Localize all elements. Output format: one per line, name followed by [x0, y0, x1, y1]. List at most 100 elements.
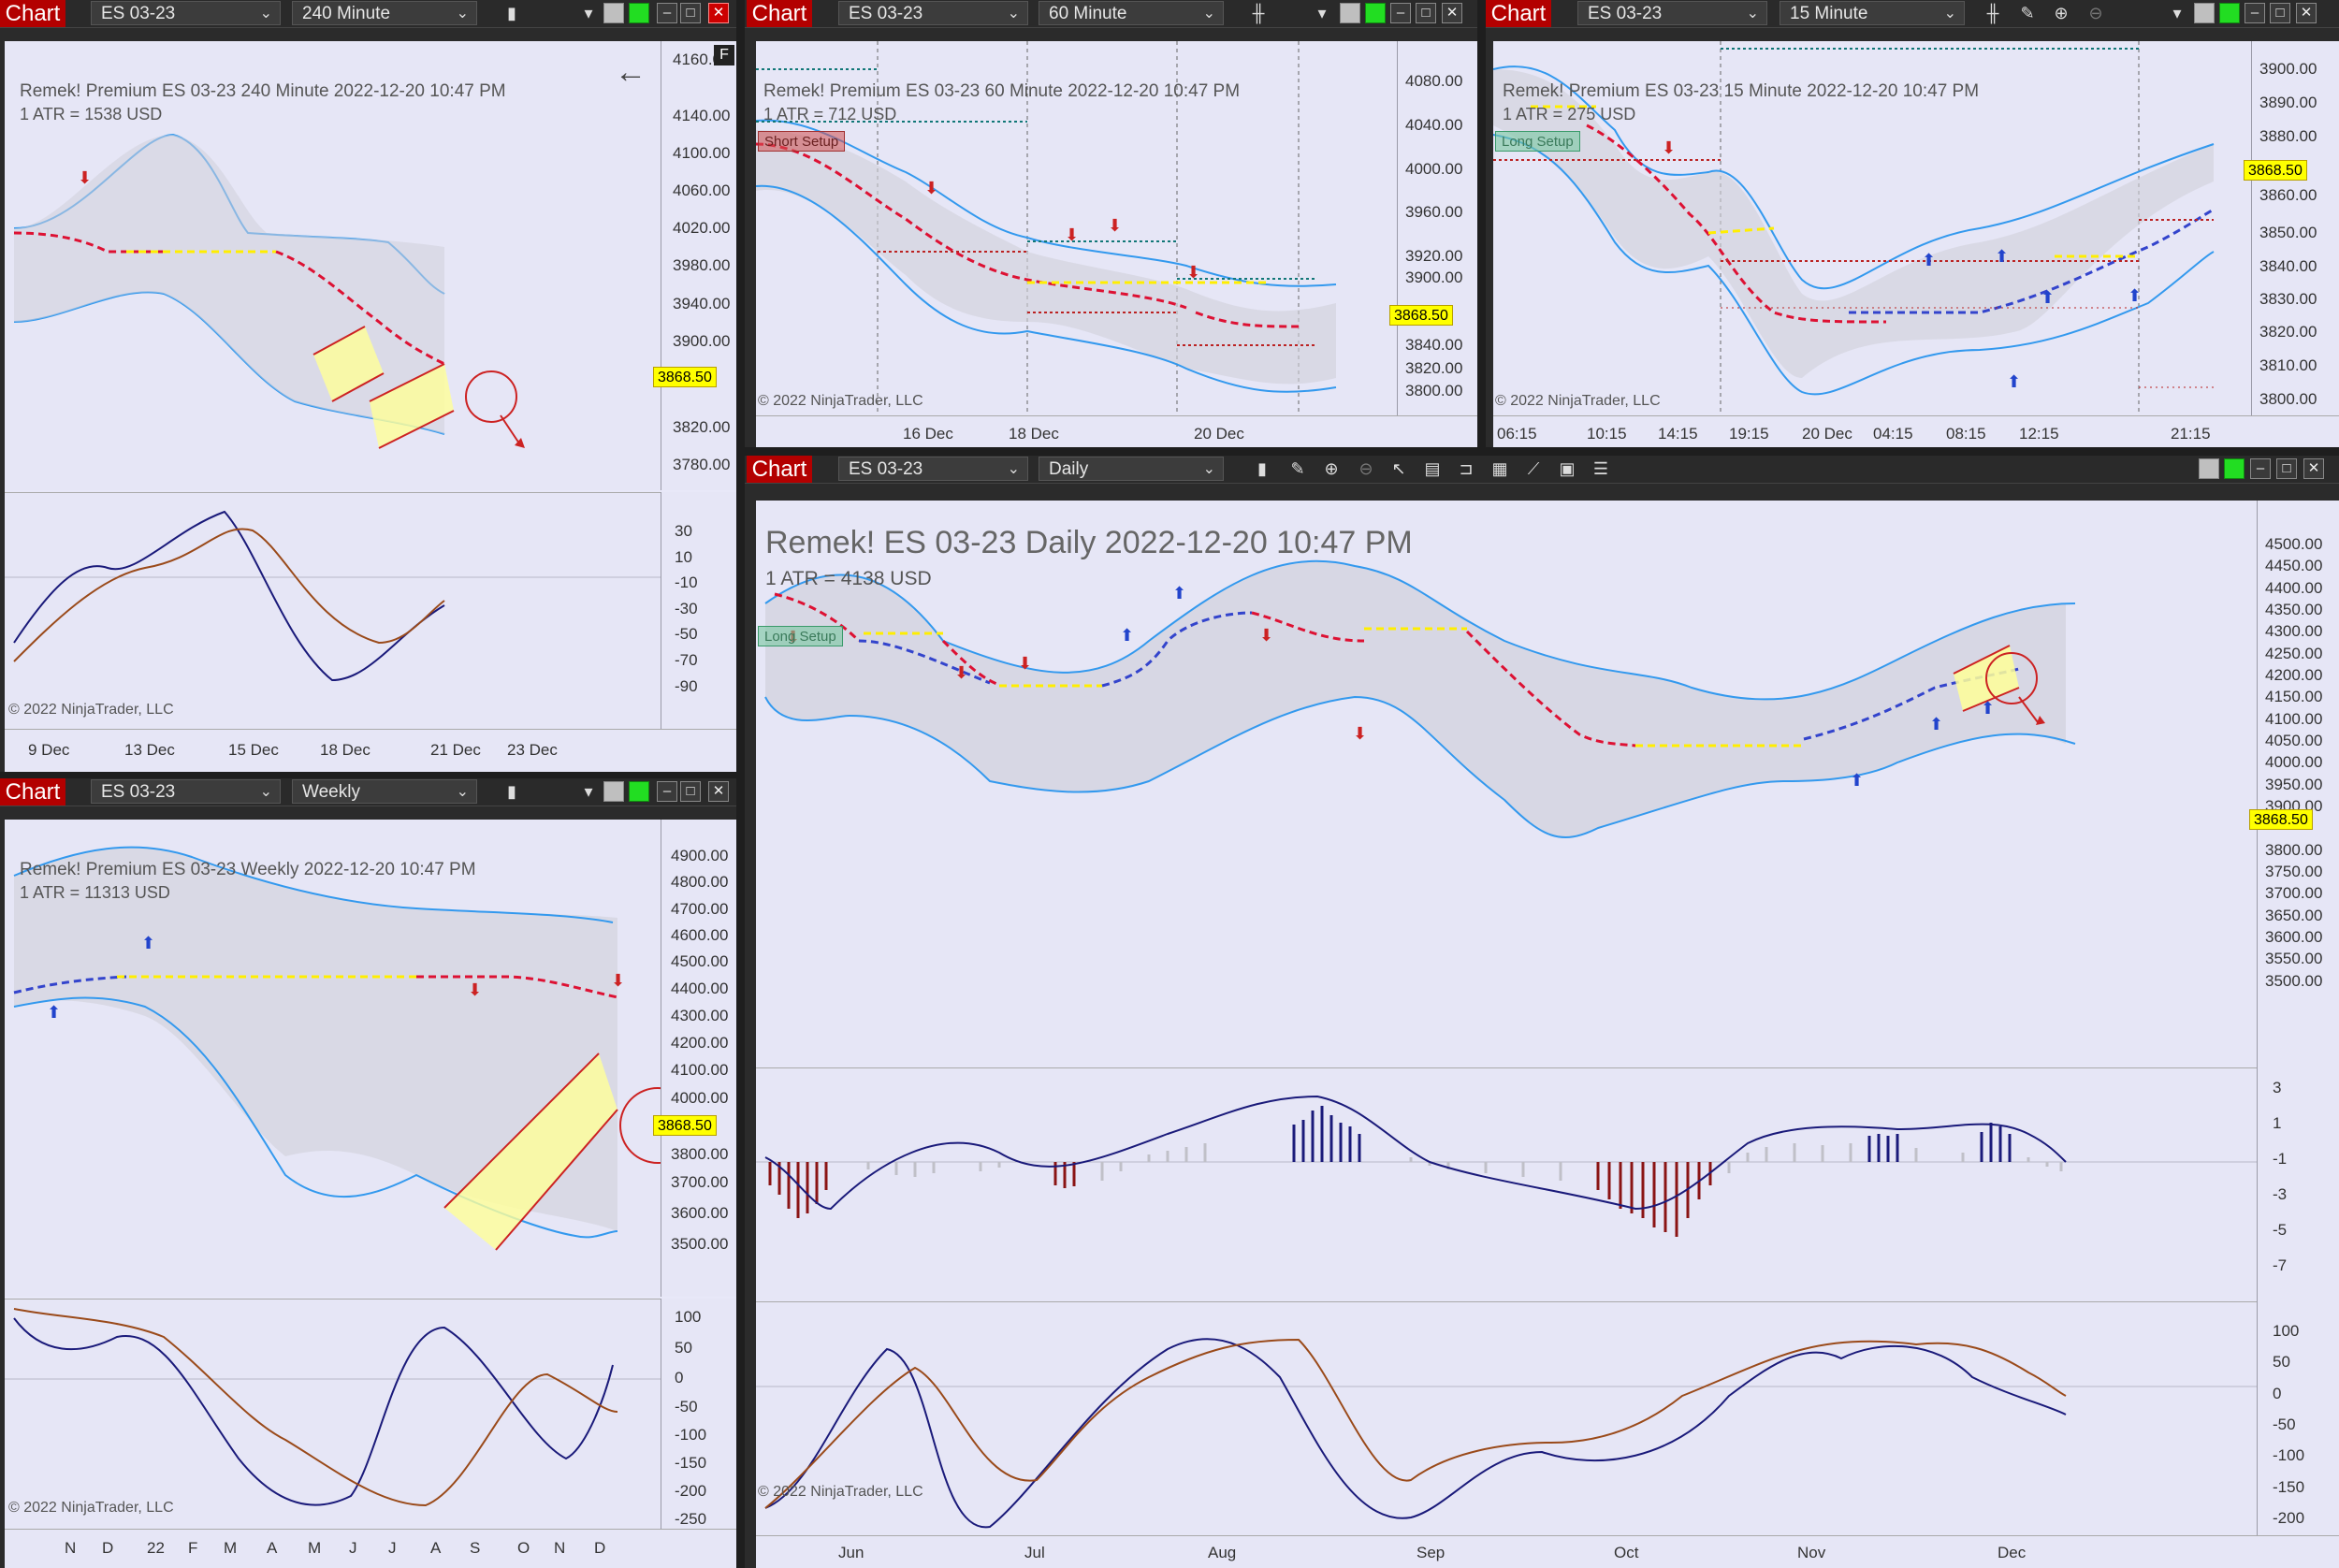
- time-axis[interactable]: Jun Jul Aug Sep Oct Nov Dec: [756, 1535, 2339, 1568]
- bar-type-icon[interactable]: ╫: [1986, 4, 1999, 22]
- oscillator-panel[interactable]: © 2022 NinjaTrader, LLC: [756, 1301, 2257, 1536]
- price-axis[interactable]: 4900.00 4800.00 4700.00 4600.00 4500.00 …: [653, 820, 736, 1297]
- oscillator-axis[interactable]: 100 50 0 -50 -100 -150 -200 -250: [661, 1299, 736, 1529]
- bar-type-icon[interactable]: ▮: [507, 782, 516, 801]
- price-panel[interactable]: ⬇ ⬇ ⬇ ⬆ ⬆ ⬇ ⬇ ⬆ ⬆ ⬆ Remek! ES 03-23 Dail…: [756, 501, 2257, 1067]
- minimize-button[interactable]: –: [1390, 3, 1411, 23]
- minimize-button[interactable]: –: [2245, 3, 2265, 23]
- dropdown-arrow-icon[interactable]: ▾: [584, 4, 593, 22]
- time-axis[interactable]: 16 Dec 18 Dec 20 Dec: [756, 415, 1477, 447]
- time-axis[interactable]: 06:15 10:15 14:15 19:15 20 Dec 04:15 08:…: [1493, 415, 2339, 447]
- y-tick: 3800.00: [2265, 841, 2323, 859]
- dropdown-arrow-icon[interactable]: ▾: [584, 782, 593, 801]
- maximize-button[interactable]: □: [2276, 458, 2297, 479]
- letter-f-badge[interactable]: F: [714, 45, 734, 65]
- bar-type-icon[interactable]: ╫: [1252, 4, 1265, 22]
- link-green-button[interactable]: [2224, 458, 2245, 479]
- timeframe-selector[interactable]: 240 Minute ⌄: [292, 1, 477, 25]
- maximize-button[interactable]: □: [1416, 3, 1436, 23]
- maximize-button[interactable]: □: [680, 3, 701, 23]
- maximize-button[interactable]: □: [680, 781, 701, 802]
- instrument-selector[interactable]: ES 03-23 ⌄: [1577, 1, 1767, 25]
- link-green-button[interactable]: [629, 781, 649, 802]
- instrument-selector[interactable]: ES 03-23 ⌄: [91, 779, 281, 804]
- chart-area[interactable]: Remek! Premium ES 03-23 240 Minute 2022-…: [5, 41, 736, 772]
- timeframe-selector[interactable]: Weekly ⌄: [292, 779, 477, 804]
- link-color-button[interactable]: [2199, 458, 2219, 479]
- price-panel[interactable]: Remek! Premium ES 03-23 240 Minute 2022-…: [5, 41, 661, 490]
- timeframe-selector[interactable]: Daily ⌄: [1039, 457, 1224, 481]
- histogram-axis[interactable]: 3 1 -1 -3 -5 -7: [2257, 1067, 2339, 1301]
- properties-icon[interactable]: ☰: [1592, 459, 1609, 478]
- strategies-icon[interactable]: ⟋: [1527, 459, 1540, 478]
- pencil-icon[interactable]: ✎: [1290, 459, 1305, 478]
- price-axis[interactable]: 4080.00 4040.00 4000.00 3960.00 3920.00 …: [1389, 41, 1477, 415]
- instrument-selector[interactable]: ES 03-23 ⌄: [838, 457, 1028, 481]
- oscillator-panel[interactable]: © 2022 NinjaTrader, LLC: [5, 1299, 661, 1530]
- chart-menu-button[interactable]: Chart: [0, 0, 65, 27]
- arrow-left-icon[interactable]: ←: [615, 54, 646, 90]
- close-button[interactable]: ✕: [708, 3, 729, 23]
- chart-menu-button[interactable]: Chart: [0, 778, 65, 806]
- instrument-selector[interactable]: ES 03-23 ⌄: [838, 1, 1028, 25]
- instrument-selector[interactable]: ES 03-23 ⌄: [91, 1, 281, 25]
- chart-window-240-minute: Chart ES 03-23 ⌄ 240 Minute ⌄ ▮ ▾ – □ ✕ Re…: [0, 0, 736, 772]
- chart-menu-button[interactable]: Chart: [1486, 0, 1551, 27]
- x-tick: 15 Dec: [228, 741, 279, 759]
- price-panel[interactable]: ⬇ ⬆ ⬆ ⬆ ⬆ ⬆ Remek! Premium ES 03-23 15 M…: [1493, 41, 2251, 415]
- chart-area[interactable]: ⬆ ⬆ ⬇ ⬇ Remek! Premium ES 03-23 Weekly 2…: [5, 820, 736, 1568]
- price-panel[interactable]: ⬇ ⬇ ⬇ ⬇ Remek! Premium ES 03-23 60 Minut…: [756, 41, 1397, 415]
- chart-area[interactable]: ⬇ ⬆ ⬆ ⬆ ⬆ ⬆ Remek! Premium ES 03-23 15 M…: [1493, 41, 2339, 447]
- chart-menu-button[interactable]: Chart: [747, 0, 812, 27]
- x-tick: 10:15: [1587, 425, 1627, 443]
- chart-area[interactable]: ⬇ ⬇ ⬇ ⬆ ⬆ ⬇ ⬇ ⬆ ⬆ ⬆ Remek! ES 03-23 Dail…: [756, 501, 2339, 1568]
- dropdown-arrow-icon[interactable]: ▾: [2172, 4, 2182, 22]
- pencil-icon[interactable]: ✎: [2020, 4, 2035, 22]
- link-color-button[interactable]: [603, 3, 624, 23]
- minimize-button[interactable]: –: [657, 781, 677, 802]
- chart-style-icon[interactable]: ⊐: [1459, 459, 1474, 478]
- x-tick: N: [65, 1539, 77, 1557]
- minimize-button[interactable]: –: [2250, 458, 2271, 479]
- link-color-button[interactable]: [1340, 3, 1360, 23]
- dropdown-arrow-icon[interactable]: ▾: [1317, 4, 1327, 22]
- data-box-icon[interactable]: ▤: [1424, 459, 1441, 478]
- y-tick: 3500.00: [671, 1235, 729, 1253]
- close-button[interactable]: ✕: [2303, 458, 2324, 479]
- timeframe-selector[interactable]: 15 Minute ⌄: [1780, 1, 1965, 25]
- link-green-button[interactable]: [1365, 3, 1386, 23]
- close-button[interactable]: ✕: [2296, 3, 2317, 23]
- oscillator-panel[interactable]: © 2022 NinjaTrader, LLC: [5, 492, 661, 730]
- price-panel[interactable]: ⬆ ⬆ ⬇ ⬇ Remek! Premium ES 03-23 Weekly 2…: [5, 820, 661, 1297]
- price-axis[interactable]: 4500.00 4450.00 4400.00 4350.00 4300.00 …: [2249, 501, 2339, 1067]
- link-green-button[interactable]: [2219, 3, 2240, 23]
- close-button[interactable]: ✕: [708, 781, 729, 802]
- timeframe-selector[interactable]: 60 Minute ⌄: [1039, 1, 1224, 25]
- price-axis[interactable]: 4160.00 4140.00 4100.00 4060.00 4020.00 …: [653, 41, 736, 490]
- close-button[interactable]: ✕: [1442, 3, 1462, 23]
- zoom-in-icon[interactable]: ⊕: [1324, 459, 1339, 478]
- zoom-out-icon[interactable]: ⊖: [2088, 4, 2103, 22]
- indicators-icon[interactable]: ▦: [1491, 459, 1508, 478]
- maximize-button[interactable]: □: [2270, 3, 2290, 23]
- chart-area[interactable]: ⬇ ⬇ ⬇ ⬇ Remek! Premium ES 03-23 60 Minut…: [756, 41, 1477, 447]
- time-axis[interactable]: N D 22 F M A M J J A S O N D: [5, 1529, 736, 1568]
- zoom-in-icon[interactable]: ⊕: [2054, 4, 2069, 22]
- chart-menu-button[interactable]: Chart: [747, 456, 812, 483]
- link-color-button[interactable]: [603, 781, 624, 802]
- oscillator-axis[interactable]: 100 50 0 -50 -100 -150 -200: [2257, 1301, 2339, 1535]
- minimize-button[interactable]: –: [657, 3, 677, 23]
- x-tick: 13 Dec: [124, 741, 175, 759]
- link-green-button[interactable]: [629, 3, 649, 23]
- link-color-button[interactable]: [2194, 3, 2215, 23]
- y-tick: 4080.00: [1405, 72, 1463, 90]
- zoom-out-icon[interactable]: ⊖: [1358, 459, 1373, 478]
- price-axis[interactable]: 3900.00 3890.00 3880.00 3860.00 3850.00 …: [2244, 41, 2339, 415]
- histogram-panel[interactable]: [756, 1067, 2257, 1302]
- time-axis[interactable]: 9 Dec 13 Dec 15 Dec 18 Dec 21 Dec 23 Dec: [5, 729, 736, 772]
- bar-type-icon[interactable]: ▮: [1257, 459, 1267, 478]
- oscillator-axis[interactable]: 30 10 -10 -30 -50 -70 -90: [661, 492, 736, 729]
- bar-type-icon[interactable]: ▮: [507, 4, 516, 22]
- pointer-icon[interactable]: ↖: [1391, 459, 1406, 478]
- templates-icon[interactable]: ▣: [1559, 459, 1576, 478]
